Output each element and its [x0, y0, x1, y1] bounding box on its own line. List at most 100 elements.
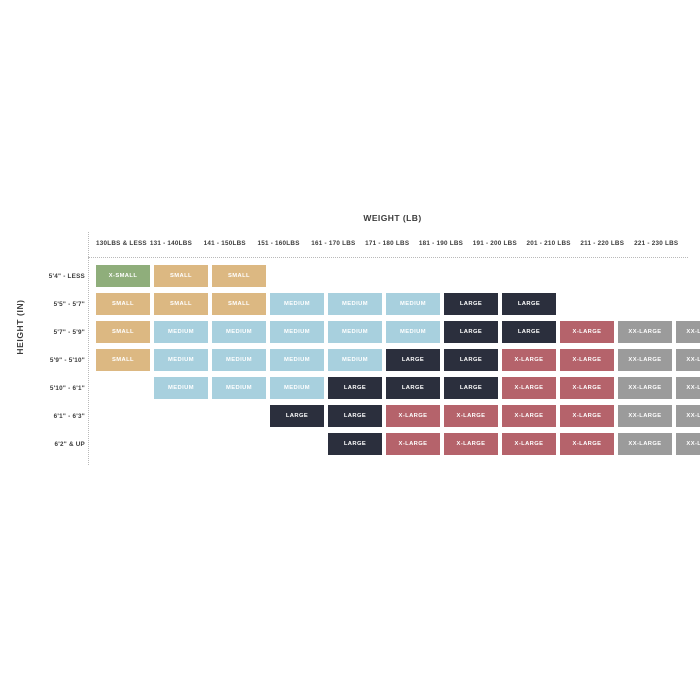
size-cell[interactable]: X-LARGE [444, 405, 498, 427]
size-cell-empty [96, 433, 150, 455]
weight-column-header: 131 - 140LBS [149, 240, 193, 247]
size-cell-empty [444, 265, 498, 287]
size-cell[interactable]: X-LARGE [502, 433, 556, 455]
weight-column-header: 141 - 150LBS [203, 240, 246, 247]
size-cell[interactable]: X-LARGE [560, 349, 614, 371]
size-cell[interactable]: XX-LARGE [676, 321, 700, 343]
size-grid-row-cells: SMALL MEDIUM MEDIUM MEDIUM MEDIUM LARGE LARGE X… [96, 349, 700, 377]
size-cell[interactable]: LARGE [502, 293, 556, 315]
size-cell-empty [560, 293, 614, 315]
weight-column-header: 161 - 170 LBS [311, 240, 356, 247]
size-cell[interactable]: XX-LARGE [618, 349, 672, 371]
size-cell[interactable]: LARGE [328, 377, 382, 399]
size-cell[interactable]: SMALL [212, 265, 266, 287]
x-axis-line [88, 257, 688, 258]
size-cell[interactable]: MEDIUM [270, 349, 324, 371]
size-grid-row-cells: X-SMALL SMALL SMALL [96, 265, 688, 293]
size-cell[interactable]: LARGE [444, 349, 498, 371]
size-cell-empty [502, 265, 556, 287]
weight-axis-title: WEIGHT (LB) [363, 213, 422, 223]
size-cell[interactable]: LARGE [502, 321, 556, 343]
size-cell[interactable]: MEDIUM [212, 321, 266, 343]
size-grid-row: 5'9" - 5'10" SMALL MEDIUM MEDIUM MEDIUM MEDIU… [50, 349, 700, 377]
size-cell-empty [212, 405, 266, 427]
size-cell-empty [560, 265, 614, 287]
size-cell-empty [154, 433, 208, 455]
size-cell[interactable]: X-LARGE [560, 377, 614, 399]
size-cell[interactable]: MEDIUM [270, 377, 324, 399]
size-grid-row: 5'5" - 5'7" SMALL SMALL SMALL MEDIUM MEDIUM ME… [54, 293, 688, 321]
size-cell-empty [676, 265, 700, 287]
size-cell[interactable]: LARGE [444, 293, 498, 315]
size-cell[interactable]: SMALL [154, 293, 208, 315]
size-cell[interactable]: X-LARGE [386, 405, 440, 427]
size-grid-row: 5'7" - 5'9" SMALL MEDIUM MEDIUM MEDIUM MEDIUM… [54, 321, 700, 349]
size-grid-row-cells: LARGE X-LARGE X-LARGE X-LARGE X-LARGE XX-LARG… [96, 433, 700, 461]
size-cell[interactable]: MEDIUM [270, 321, 324, 343]
size-cell[interactable]: MEDIUM [328, 321, 382, 343]
size-cell[interactable]: MEDIUM [154, 321, 208, 343]
size-cell[interactable]: XX-LARGE [676, 349, 700, 371]
height-row-label: 6'2" & UP [54, 441, 85, 448]
size-cell[interactable]: X-LARGE [560, 405, 614, 427]
size-cell[interactable]: XX-LARGE [618, 321, 672, 343]
size-cell-empty [386, 265, 440, 287]
size-cell[interactable]: MEDIUM [154, 349, 208, 371]
size-cell[interactable]: X-LARGE [444, 433, 498, 455]
height-row-label: 5'5" - 5'7" [53, 301, 85, 308]
size-cell[interactable]: XX-LARGE [676, 433, 700, 455]
size-grid-body: 5'4" - LESS X-SMALL SMALL SMALL 5'5" - 5'7" S… [49, 265, 700, 461]
size-cell[interactable]: SMALL [96, 321, 150, 343]
size-cell[interactable]: SMALL [154, 265, 208, 287]
size-cell[interactable]: X-LARGE [502, 349, 556, 371]
size-cell[interactable]: X-LARGE [560, 433, 614, 455]
y-axis-line [88, 232, 89, 465]
size-grid-row-cells: SMALL MEDIUM MEDIUM MEDIUM MEDIUM MEDIUM LARGE… [96, 321, 700, 349]
size-cell-empty [676, 293, 700, 315]
size-cell[interactable]: LARGE [328, 405, 382, 427]
size-cell[interactable]: LARGE [270, 405, 324, 427]
size-grid-row: 6'2" & UP LARGE X-LARGE X-LARGE X-LARGE X-LAR… [54, 433, 700, 461]
height-row-label: 5'10" - 6'1" [49, 385, 85, 392]
size-cell[interactable]: X-SMALL [96, 265, 150, 287]
size-cell[interactable]: SMALL [212, 293, 266, 315]
size-cell[interactable]: X-LARGE [560, 321, 614, 343]
size-cell[interactable]: LARGE [386, 349, 440, 371]
weight-column-headers: 130LBS & LESS 131 - 140LBS 141 - 150LBS 151… [96, 240, 688, 252]
size-cell[interactable]: MEDIUM [386, 293, 440, 315]
size-grid-row: 6'1" - 6'3" LARGE LARGE X-LARGE X-LARGE X-LAR… [54, 405, 700, 433]
size-cell[interactable]: SMALL [96, 349, 150, 371]
size-cell[interactable]: SMALL [96, 293, 150, 315]
height-row-label: 5'9" - 5'10" [49, 357, 85, 364]
size-cell[interactable]: X-LARGE [502, 377, 556, 399]
size-cell[interactable]: XX-LARGE [618, 377, 672, 399]
size-cell[interactable]: LARGE [444, 377, 498, 399]
size-cell[interactable]: MEDIUM [328, 349, 382, 371]
size-cell[interactable]: XX-LARGE [676, 377, 700, 399]
height-row-label: 6'1" - 6'3" [53, 413, 85, 420]
size-cell[interactable]: X-LARGE [502, 405, 556, 427]
size-cell[interactable]: LARGE [386, 377, 440, 399]
size-cell[interactable]: XX-LARGE [618, 405, 672, 427]
size-cell[interactable]: MEDIUM [328, 293, 382, 315]
size-cell[interactable]: MEDIUM [212, 349, 266, 371]
size-cell[interactable]: MEDIUM [270, 293, 324, 315]
size-cell[interactable]: MEDIUM [154, 377, 208, 399]
weight-column-header: 151 - 160LBS [257, 240, 300, 247]
weight-column-header: 211 - 220 LBS [580, 240, 625, 247]
weight-column-header: 191 - 200 LBS [472, 240, 517, 247]
size-cell[interactable]: XX-LARGE [676, 405, 700, 427]
weight-column-header: 181 - 190 LBS [418, 240, 464, 247]
size-grid-row-cells: MEDIUM MEDIUM MEDIUM LARGE LARGE LARGE X-LARGE… [96, 377, 700, 405]
size-cell-empty [618, 265, 672, 287]
size-grid-row-cells: LARGE LARGE X-LARGE X-LARGE X-LARGE X-LARGE XX… [96, 405, 700, 433]
size-cell[interactable]: XX-LARGE [618, 433, 672, 455]
size-cell[interactable]: MEDIUM [212, 377, 266, 399]
size-cell[interactable]: LARGE [444, 321, 498, 343]
size-cell[interactable]: LARGE [328, 433, 382, 455]
weight-column-header: 171 - 180 LBS [365, 240, 410, 247]
size-cell-empty [270, 265, 324, 287]
size-cell[interactable]: X-LARGE [386, 433, 440, 455]
size-cell[interactable]: MEDIUM [386, 321, 440, 343]
size-cell-empty [270, 433, 324, 455]
